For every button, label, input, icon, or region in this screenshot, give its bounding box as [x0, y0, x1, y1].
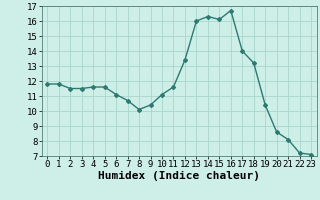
X-axis label: Humidex (Indice chaleur): Humidex (Indice chaleur) [98, 171, 260, 181]
